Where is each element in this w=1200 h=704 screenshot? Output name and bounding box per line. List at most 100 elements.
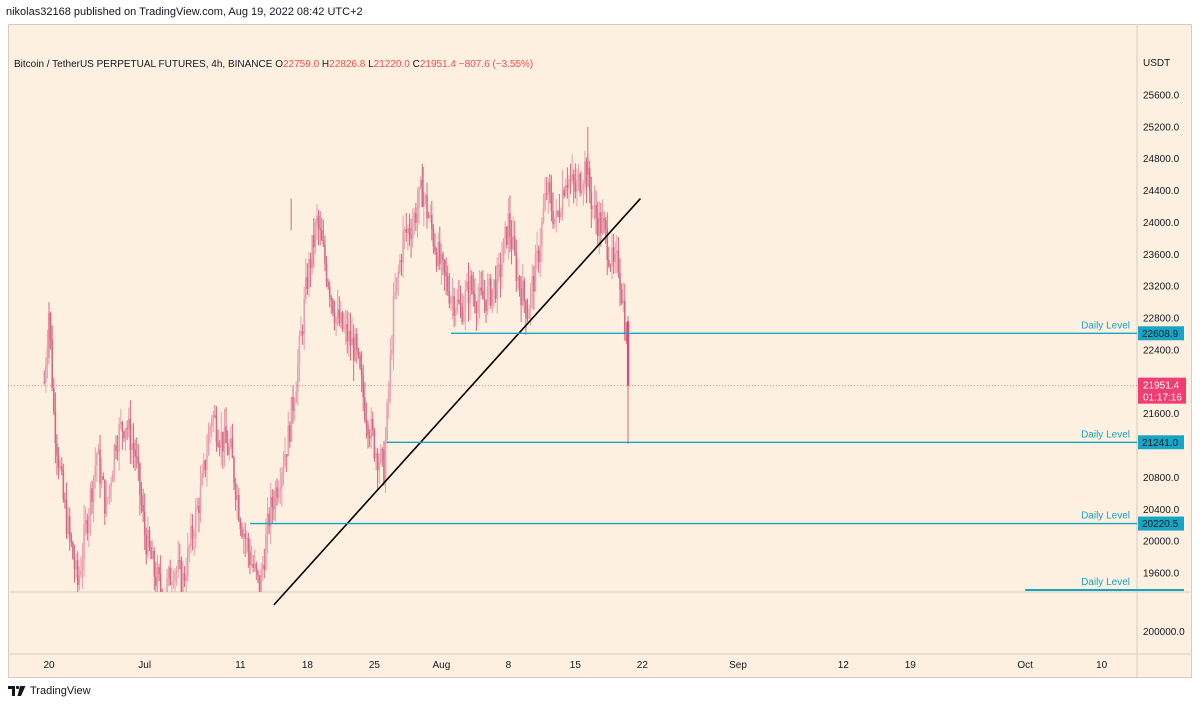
candle-body <box>107 497 109 499</box>
candle-body <box>80 571 82 576</box>
candle-body <box>171 582 173 585</box>
y-tick-label: 24000.0 <box>1143 218 1180 229</box>
candle-body <box>147 530 149 555</box>
candle-body <box>386 402 388 441</box>
candle-body <box>96 454 98 466</box>
candle-body <box>228 446 231 455</box>
candle-body <box>561 189 564 215</box>
candle-body <box>239 520 242 530</box>
x-tick-label: 19 <box>905 660 917 671</box>
trendline[interactable] <box>273 198 642 606</box>
candle-body <box>352 337 355 361</box>
candle-body <box>400 259 403 263</box>
candle-body <box>421 180 424 207</box>
candle-body <box>568 179 570 188</box>
candle-body <box>45 366 47 383</box>
candle-body <box>279 487 282 492</box>
last-candle-body <box>626 321 629 386</box>
candle-body <box>165 597 167 605</box>
candle-body <box>249 551 251 566</box>
y-tick-label: 22400.0 <box>1143 345 1180 356</box>
candle-body <box>169 567 172 585</box>
candle-body <box>126 428 128 430</box>
candle-body <box>432 228 435 246</box>
candle-body <box>379 448 382 463</box>
candle-body <box>104 479 106 514</box>
candle-body <box>459 302 462 306</box>
candle-body <box>443 260 446 273</box>
candle-body <box>437 241 439 267</box>
candle-body <box>469 275 471 304</box>
candle-body <box>301 331 304 335</box>
candle-body <box>416 207 419 223</box>
candle-body <box>247 538 250 552</box>
candle-body <box>461 305 463 322</box>
candle-body <box>327 282 329 287</box>
candle-body <box>402 231 404 263</box>
candle-body <box>317 215 320 229</box>
candle-body <box>601 218 604 234</box>
candle-body <box>348 330 350 342</box>
publisher-info: nikolas32168 published on TradingView.co… <box>6 6 363 18</box>
candle-body <box>258 575 261 592</box>
daily-level-label: Daily Level <box>1081 429 1130 440</box>
candle-body <box>354 333 357 361</box>
candle-body <box>92 476 95 502</box>
candle-body <box>312 235 315 248</box>
sub-pane-scale-label: 200000.0 <box>1143 627 1185 638</box>
candle-body <box>403 229 406 232</box>
candle-body <box>619 272 621 290</box>
candle-body <box>167 567 170 579</box>
candle-body <box>411 225 414 239</box>
candle-body <box>523 280 526 301</box>
candle-body <box>625 334 628 341</box>
candle-body <box>453 296 455 316</box>
open-value: 22759.0 <box>282 59 320 70</box>
candle-body <box>456 299 459 311</box>
candle-body <box>269 497 272 527</box>
candle-body <box>544 193 546 210</box>
candle-body <box>333 312 336 324</box>
candle-body <box>419 180 422 187</box>
candle-body <box>577 173 580 180</box>
candle-body <box>223 426 226 452</box>
candle-body <box>356 333 358 350</box>
candle-body <box>158 567 160 574</box>
candle-body <box>521 280 524 306</box>
candle-body <box>180 560 183 592</box>
y-tick-label: 20800.0 <box>1143 473 1180 484</box>
candle-body <box>212 415 215 421</box>
x-tick-label: 8 <box>506 660 512 671</box>
candle-body <box>118 424 120 452</box>
candle-body <box>592 207 594 209</box>
candle-body <box>549 182 551 193</box>
candle-body <box>585 161 588 187</box>
candle-body <box>582 183 585 190</box>
candle-body <box>83 524 85 559</box>
y-tick-label: 24400.0 <box>1143 186 1180 197</box>
candle-body <box>100 476 103 484</box>
candle-body <box>182 573 184 592</box>
candle-body <box>446 276 449 292</box>
candle-body <box>293 402 296 411</box>
tradingview-brand[interactable]: TradingView <box>8 684 91 698</box>
candle-body <box>330 297 333 300</box>
candle-body <box>137 457 140 464</box>
candle-body <box>496 264 498 299</box>
candle-body <box>151 550 154 559</box>
candle-body <box>574 182 577 192</box>
chart-frame[interactable] <box>8 24 1192 678</box>
candle-body <box>65 501 68 534</box>
last-price-countdown: 01:17:16 <box>1143 393 1182 404</box>
candle-body <box>207 433 210 455</box>
daily-level-label: Daily Level <box>1081 511 1130 522</box>
candle-body <box>289 425 291 442</box>
candle-body <box>62 470 65 500</box>
candle-body <box>322 240 325 245</box>
candle-body <box>606 228 609 260</box>
y-tick-label: 25200.0 <box>1143 122 1180 133</box>
candle-body <box>364 397 366 420</box>
candle-body <box>238 494 240 521</box>
candle-body <box>94 465 97 477</box>
